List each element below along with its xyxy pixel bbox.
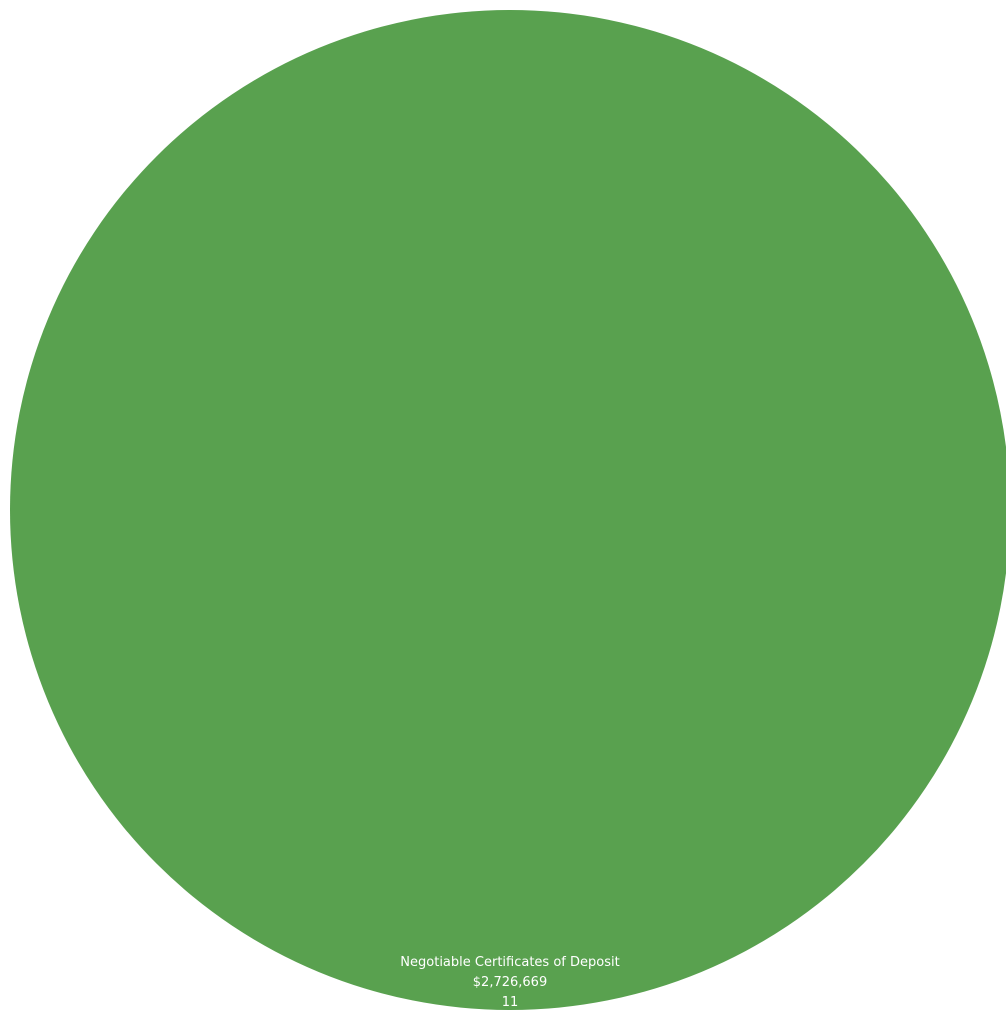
slice-label-name-0: Negotiable Certificates of Deposit <box>400 955 619 970</box>
pie-slice-0[interactable] <box>10 10 1006 1010</box>
slice-label-value-0: $2,726,669 <box>473 975 547 990</box>
slice-label-count-0: 11 <box>502 995 519 1010</box>
